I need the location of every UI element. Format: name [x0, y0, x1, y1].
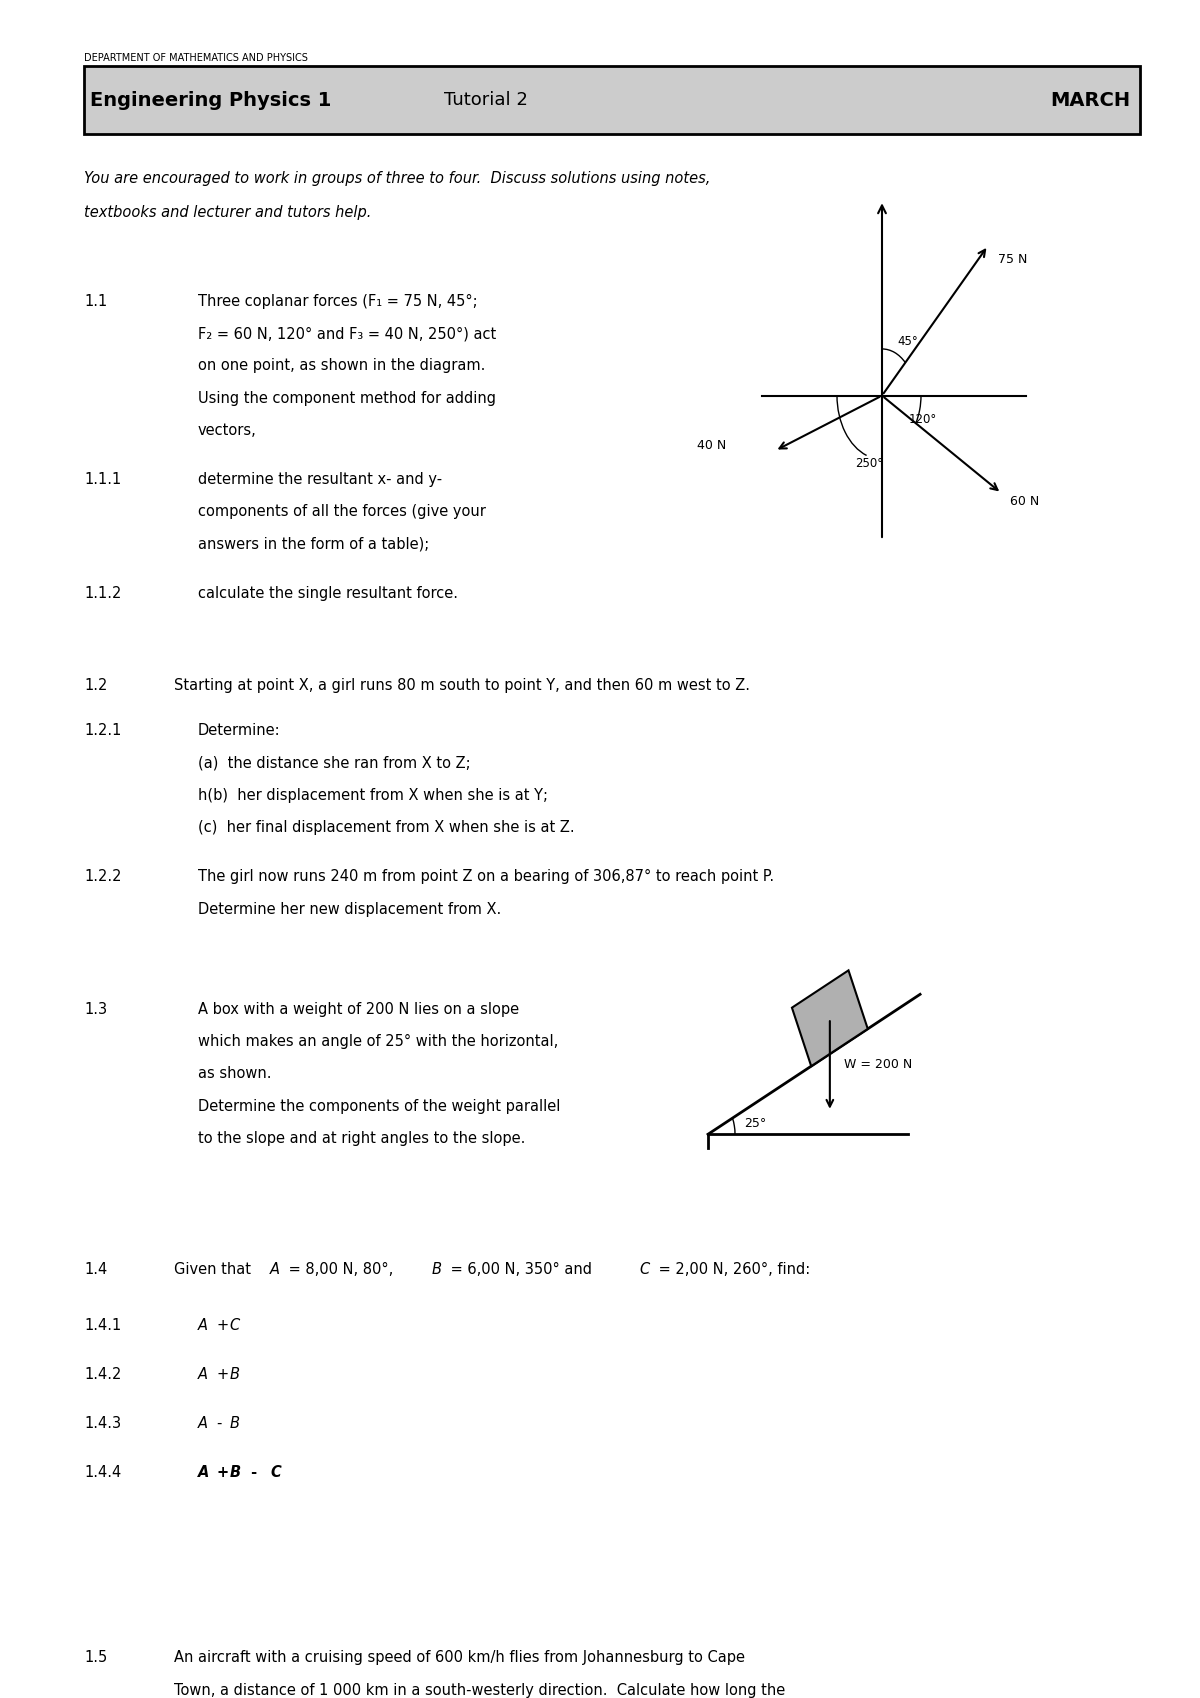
Text: 1.4.4: 1.4.4	[84, 1465, 121, 1481]
Text: which makes an angle of 25° with the horizontal,: which makes an angle of 25° with the hor…	[198, 1034, 558, 1049]
Bar	[84, 66, 1140, 134]
Text: Starting at point X, a girl runs 80 m south to point Y, and then 60 m west to Z.: Starting at point X, a girl runs 80 m so…	[174, 678, 750, 693]
Text: 1.3: 1.3	[84, 1002, 107, 1017]
Text: -: -	[246, 1465, 263, 1481]
Text: Town, a distance of 1 000 km in a south-westerly direction.  Calculate how long : Town, a distance of 1 000 km in a south-…	[174, 1683, 785, 1698]
Text: C: C	[270, 1465, 281, 1481]
Text: The girl now runs 240 m from point Z on a bearing of 306,87° to reach point P.: The girl now runs 240 m from point Z on …	[198, 869, 774, 885]
Text: answers in the form of a table);: answers in the form of a table);	[198, 537, 430, 552]
Text: 1.5: 1.5	[84, 1650, 107, 1666]
Text: B: B	[229, 1367, 239, 1382]
Text: Engineering Physics 1: Engineering Physics 1	[90, 90, 331, 110]
Text: A: A	[198, 1367, 208, 1382]
Text: MARCH: MARCH	[1050, 90, 1130, 110]
Text: F₂ = 60 N, 120° and F₃ = 40 N, 250°) act: F₂ = 60 N, 120° and F₃ = 40 N, 250°) act	[198, 326, 497, 341]
Text: A: A	[198, 1416, 208, 1431]
Text: +: +	[216, 1367, 228, 1382]
Text: 45°: 45°	[898, 335, 918, 348]
Text: vectors,: vectors,	[198, 423, 257, 438]
Text: Using the component method for adding: Using the component method for adding	[198, 391, 496, 406]
Text: 1.1: 1.1	[84, 294, 107, 309]
Text: +: +	[216, 1318, 228, 1333]
Text: W = 200 N: W = 200 N	[845, 1058, 912, 1071]
Text: as shown.: as shown.	[198, 1066, 271, 1082]
Text: 25°: 25°	[744, 1117, 767, 1131]
Text: C: C	[640, 1262, 650, 1277]
Text: 1.1.2: 1.1.2	[84, 586, 121, 601]
Text: 40 N: 40 N	[697, 440, 726, 452]
Text: Determine:: Determine:	[198, 723, 281, 739]
Text: 1.1.1: 1.1.1	[84, 472, 121, 487]
Text: h(b)  her displacement from X when she is at Y;: h(b) her displacement from X when she is…	[198, 788, 548, 803]
Text: 120°: 120°	[908, 413, 937, 426]
Text: DEPARTMENT OF MATHEMATICS AND PHYSICS: DEPARTMENT OF MATHEMATICS AND PHYSICS	[84, 53, 308, 63]
Polygon shape	[792, 970, 868, 1066]
Text: 1.4: 1.4	[84, 1262, 107, 1277]
Text: Tutorial 2: Tutorial 2	[444, 92, 528, 109]
Text: 75 N: 75 N	[997, 253, 1027, 265]
Text: calculate the single resultant force.: calculate the single resultant force.	[198, 586, 458, 601]
Text: A: A	[270, 1262, 280, 1277]
Text: = 8,00 N, 80°,: = 8,00 N, 80°,	[284, 1262, 403, 1277]
Text: (c)  her final displacement from X when she is at Z.: (c) her final displacement from X when s…	[198, 820, 575, 835]
Text: Three coplanar forces (F₁ = 75 N, 45°;: Three coplanar forces (F₁ = 75 N, 45°;	[198, 294, 478, 309]
Text: A box with a weight of 200 N lies on a slope: A box with a weight of 200 N lies on a s…	[198, 1002, 520, 1017]
Text: 60 N: 60 N	[1010, 496, 1039, 508]
Text: B: B	[229, 1465, 240, 1481]
Text: 1.4.3: 1.4.3	[84, 1416, 121, 1431]
Text: -: -	[216, 1416, 221, 1431]
Text: A: A	[198, 1465, 209, 1481]
Text: textbooks and lecturer and tutors help.: textbooks and lecturer and tutors help.	[84, 205, 371, 221]
Text: determine the resultant x- and y-: determine the resultant x- and y-	[198, 472, 442, 487]
Text: on one point, as shown in the diagram.: on one point, as shown in the diagram.	[198, 358, 485, 374]
Text: Determine the components of the weight parallel: Determine the components of the weight p…	[198, 1099, 560, 1114]
Text: = 6,00 N, 350° and: = 6,00 N, 350° and	[446, 1262, 601, 1277]
Text: 1.2.2: 1.2.2	[84, 869, 121, 885]
Text: An aircraft with a cruising speed of 600 km/h flies from Johannesburg to Cape: An aircraft with a cruising speed of 600…	[174, 1650, 745, 1666]
Text: to the slope and at right angles to the slope.: to the slope and at right angles to the …	[198, 1131, 526, 1146]
Text: You are encouraged to work in groups of three to four.  Discuss solutions using : You are encouraged to work in groups of …	[84, 171, 710, 187]
Text: Given that: Given that	[174, 1262, 260, 1277]
Text: 1.2.1: 1.2.1	[84, 723, 121, 739]
Text: C: C	[229, 1318, 240, 1333]
Text: (a)  the distance she ran from X to Z;: (a) the distance she ran from X to Z;	[198, 756, 470, 771]
Text: components of all the forces (give your: components of all the forces (give your	[198, 504, 486, 520]
Text: A: A	[198, 1318, 208, 1333]
Text: +: +	[216, 1465, 228, 1481]
Text: Determine her new displacement from X.: Determine her new displacement from X.	[198, 902, 502, 917]
Text: 250°: 250°	[856, 457, 883, 470]
Text: 1.4.2: 1.4.2	[84, 1367, 121, 1382]
Text: B: B	[432, 1262, 442, 1277]
Text: = 2,00 N, 260°, find:: = 2,00 N, 260°, find:	[654, 1262, 810, 1277]
Text: 1.4.1: 1.4.1	[84, 1318, 121, 1333]
Text: B: B	[229, 1416, 239, 1431]
Text: 1.2: 1.2	[84, 678, 107, 693]
